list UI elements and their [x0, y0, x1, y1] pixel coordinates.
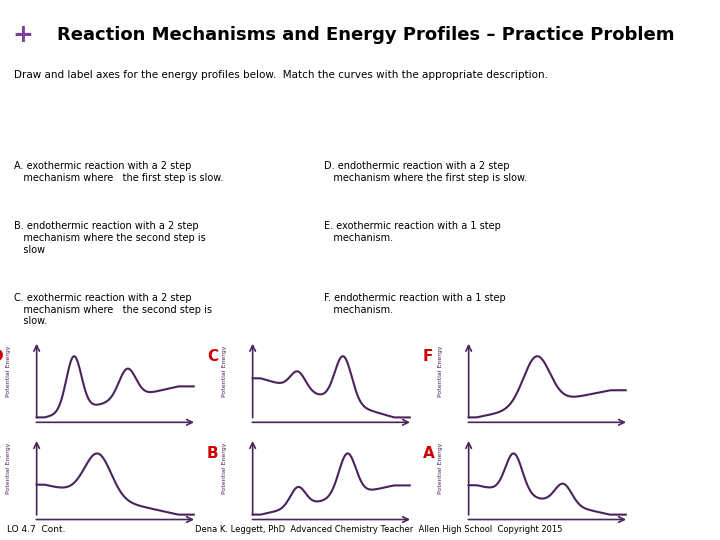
- Text: Potential Energy: Potential Energy: [438, 443, 443, 495]
- Text: E: E: [0, 446, 1, 461]
- Text: Draw and label axes for the energy profiles below.  Match the curves with the ap: Draw and label axes for the energy profi…: [14, 70, 549, 80]
- Text: Potential Energy: Potential Energy: [438, 346, 443, 397]
- Text: E. exothermic reaction with a 1 step
   mechanism.: E. exothermic reaction with a 1 step mec…: [324, 221, 501, 243]
- Text: C. exothermic reaction with a 2 step
   mechanism where   the second step is
   : C. exothermic reaction with a 2 step mec…: [14, 293, 212, 326]
- Text: C: C: [207, 349, 218, 363]
- Text: A. exothermic reaction with a 2 step
   mechanism where   the first step is slow: A. exothermic reaction with a 2 step mec…: [14, 161, 224, 183]
- Text: Potential Energy: Potential Energy: [6, 346, 11, 397]
- Text: Potential Energy: Potential Energy: [222, 443, 227, 495]
- Text: Reaction pathway: Reaction pathway: [303, 443, 359, 448]
- Text: B: B: [207, 446, 218, 461]
- Text: F: F: [423, 349, 433, 363]
- Text: Potential Energy: Potential Energy: [6, 443, 11, 495]
- Text: F. endothermic reaction with a 1 step
   mechanism.: F. endothermic reaction with a 1 step me…: [324, 293, 505, 315]
- Text: Reaction pathway: Reaction pathway: [519, 443, 575, 448]
- Text: D: D: [0, 349, 4, 363]
- Text: LO 4.7  Cont.: LO 4.7 Cont.: [7, 525, 66, 534]
- Text: +: +: [13, 23, 34, 47]
- Text: Potential Energy: Potential Energy: [222, 346, 227, 397]
- Text: Reaction pathway: Reaction pathway: [87, 443, 143, 448]
- Text: A: A: [423, 446, 435, 461]
- Text: D. endothermic reaction with a 2 step
   mechanism where the first step is slow.: D. endothermic reaction with a 2 step me…: [324, 161, 527, 183]
- Text: Dena K. Leggett, PhD  Advanced Chemistry Teacher  Allen High School  Copyright 2: Dena K. Leggett, PhD Advanced Chemistry …: [195, 525, 562, 534]
- Text: B. endothermic reaction with a 2 step
   mechanism where the second step is
   s: B. endothermic reaction with a 2 step me…: [14, 221, 206, 254]
- Text: Reaction Mechanisms and Energy Profiles – Practice Problem: Reaction Mechanisms and Energy Profiles …: [57, 26, 675, 44]
